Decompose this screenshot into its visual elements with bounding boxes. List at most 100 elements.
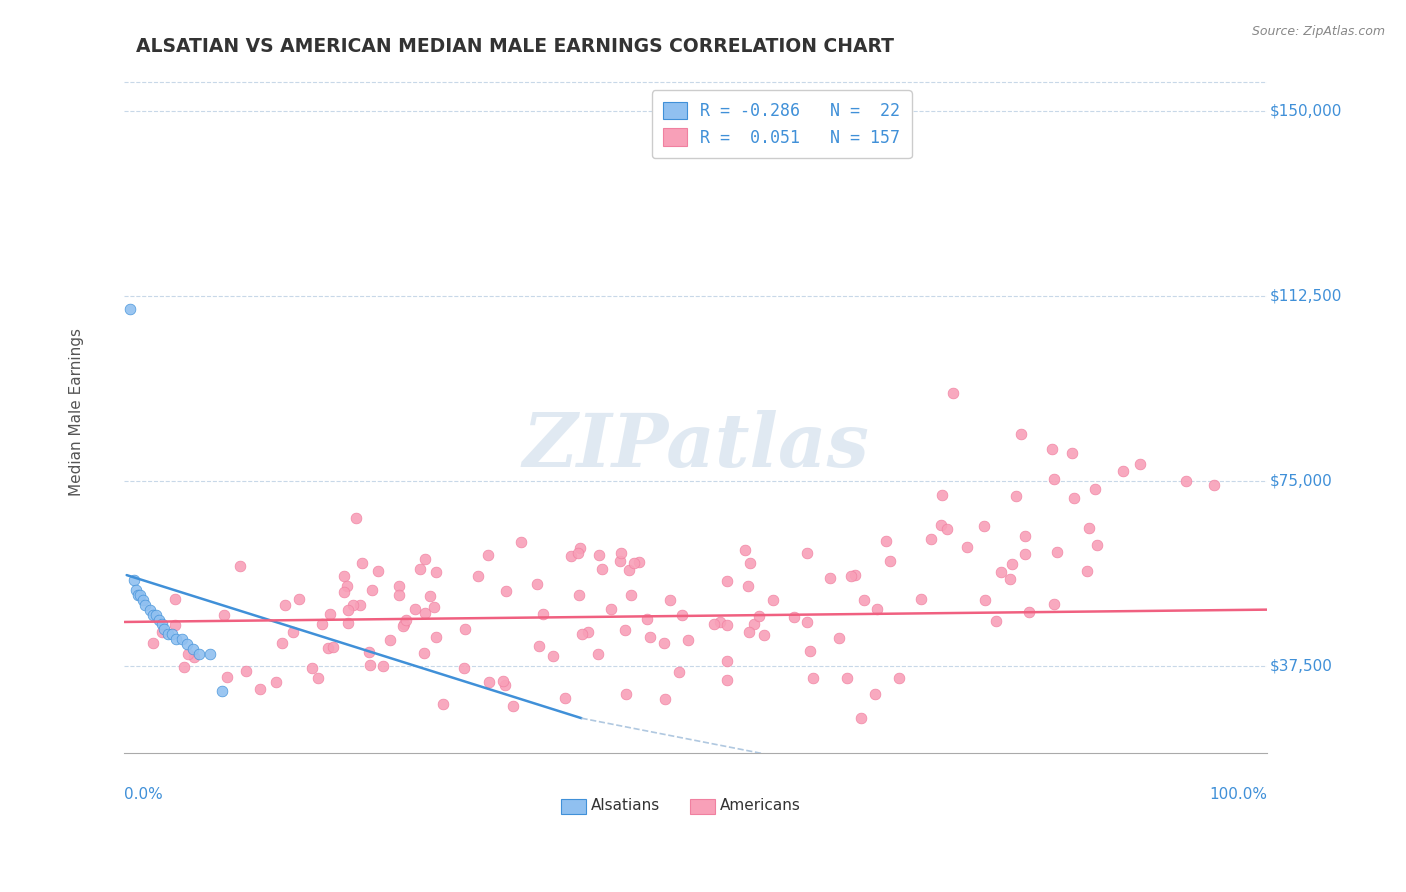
Point bbox=[502, 698, 524, 713]
Point bbox=[392, 619, 415, 633]
Point bbox=[333, 569, 356, 583]
Point bbox=[413, 552, 436, 566]
Point bbox=[163, 592, 186, 607]
Point bbox=[492, 674, 515, 689]
Point bbox=[716, 654, 738, 668]
Point bbox=[134, 598, 156, 612]
Point bbox=[796, 546, 818, 560]
Point bbox=[623, 556, 645, 570]
Point bbox=[162, 627, 184, 641]
Point bbox=[153, 623, 176, 637]
Point bbox=[181, 642, 204, 657]
Point bbox=[359, 657, 381, 672]
Point bbox=[415, 607, 437, 621]
Text: $37,500: $37,500 bbox=[1270, 659, 1333, 673]
Point bbox=[1112, 464, 1135, 478]
Point bbox=[526, 577, 548, 591]
FancyBboxPatch shape bbox=[690, 799, 716, 814]
FancyBboxPatch shape bbox=[561, 799, 586, 814]
Point bbox=[737, 579, 759, 593]
Point bbox=[935, 522, 957, 536]
Point bbox=[271, 636, 294, 650]
Point bbox=[716, 673, 738, 687]
Point bbox=[359, 645, 381, 659]
Point bbox=[228, 558, 250, 573]
Point bbox=[264, 674, 287, 689]
Point bbox=[423, 599, 446, 614]
Point bbox=[531, 607, 554, 622]
Point bbox=[1000, 573, 1022, 587]
Point bbox=[477, 548, 499, 562]
Point bbox=[1043, 597, 1066, 611]
Point bbox=[576, 624, 599, 639]
Point bbox=[716, 618, 738, 632]
Point bbox=[235, 664, 257, 678]
Point bbox=[588, 548, 610, 562]
Point bbox=[404, 602, 426, 616]
Point bbox=[120, 301, 142, 316]
Point bbox=[1077, 521, 1099, 535]
Point bbox=[453, 661, 475, 675]
Point bbox=[142, 607, 165, 622]
Point bbox=[281, 624, 304, 639]
Point bbox=[183, 650, 205, 665]
Point bbox=[571, 627, 593, 641]
Point bbox=[818, 572, 841, 586]
Point bbox=[734, 542, 756, 557]
Point bbox=[1001, 557, 1024, 571]
Point bbox=[1204, 478, 1226, 492]
Point bbox=[614, 624, 637, 638]
Point bbox=[591, 562, 613, 576]
Point bbox=[1046, 545, 1069, 559]
Point bbox=[432, 698, 454, 712]
Text: Americans: Americans bbox=[720, 798, 800, 814]
Point bbox=[599, 602, 621, 616]
Point bbox=[973, 593, 995, 607]
Point bbox=[367, 564, 389, 578]
Point bbox=[738, 625, 761, 640]
Point bbox=[620, 588, 643, 602]
Point bbox=[378, 633, 401, 648]
Point bbox=[837, 671, 859, 685]
Point bbox=[127, 588, 149, 602]
Point bbox=[388, 588, 411, 602]
Point bbox=[703, 617, 725, 632]
Point bbox=[311, 616, 333, 631]
Point bbox=[1175, 474, 1198, 488]
Point bbox=[1005, 490, 1028, 504]
Point bbox=[344, 511, 367, 525]
Point bbox=[494, 678, 516, 692]
Point bbox=[333, 585, 356, 599]
Point bbox=[1085, 538, 1108, 552]
Point bbox=[609, 554, 631, 568]
Point bbox=[849, 710, 872, 724]
Point bbox=[138, 602, 160, 616]
Text: $75,000: $75,000 bbox=[1270, 474, 1333, 489]
Point bbox=[748, 608, 770, 623]
Point bbox=[148, 613, 170, 627]
Point bbox=[709, 615, 731, 630]
Text: $150,000: $150,000 bbox=[1270, 103, 1341, 119]
Point bbox=[388, 579, 411, 593]
Text: Median Male Earnings: Median Male Earnings bbox=[69, 328, 84, 496]
Point bbox=[586, 647, 609, 661]
Point bbox=[910, 592, 932, 607]
Point bbox=[152, 624, 174, 639]
Point bbox=[142, 635, 165, 649]
Point bbox=[839, 568, 862, 582]
Point bbox=[467, 568, 489, 582]
Point bbox=[973, 518, 995, 533]
Text: ZIPatlas: ZIPatlas bbox=[523, 410, 869, 483]
Point bbox=[274, 598, 297, 612]
Point bbox=[1010, 426, 1032, 441]
Point bbox=[762, 592, 785, 607]
Point bbox=[560, 549, 582, 563]
Point bbox=[249, 681, 271, 696]
Point bbox=[1014, 529, 1036, 543]
Point bbox=[568, 541, 591, 555]
Point bbox=[931, 488, 953, 502]
Point bbox=[510, 535, 533, 549]
Point bbox=[1043, 472, 1066, 486]
Point bbox=[889, 672, 911, 686]
Point bbox=[866, 602, 889, 616]
